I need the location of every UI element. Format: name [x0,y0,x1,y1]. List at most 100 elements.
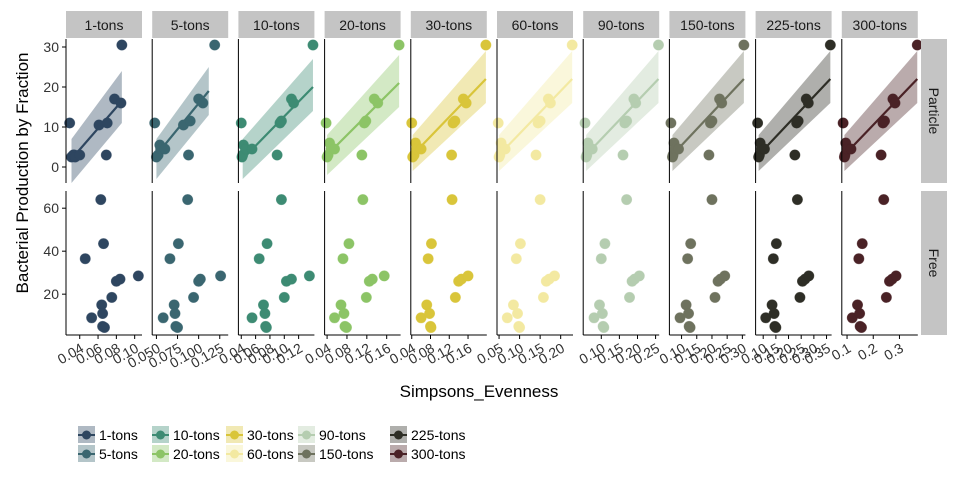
facet-panels: 1-tons01020302040600.040.060.080.105-ton… [43,11,947,371]
data-point [462,270,474,282]
data-point [856,238,868,250]
data-point [275,115,287,127]
data-point [184,115,196,127]
data-point [579,117,591,129]
legend-label: 225-tons [411,427,465,443]
data-point [492,117,504,129]
facet-strip [497,11,573,38]
facet-strip-label: 60-tons [512,17,559,33]
data-point [598,321,610,333]
data-point [599,238,611,250]
legend-label: 5-tons [99,446,138,462]
legend-label: 150-tons [319,446,373,462]
data-point [530,149,542,161]
data-point [791,194,803,206]
data-point [802,97,814,109]
data-point [275,194,287,206]
data-point [360,115,372,127]
data-point [514,321,526,333]
data-point [890,270,902,282]
data-point [706,194,718,206]
data-point [197,97,209,109]
facet-strip [755,11,832,38]
data-point [115,97,127,109]
legend-key-point [302,430,311,440]
legend-label: 60-tons [247,446,294,462]
data-point [855,321,867,333]
data-point [875,149,887,161]
data-point [372,97,384,109]
data-point [880,291,892,303]
data-point [116,39,128,51]
data-point [586,143,598,155]
data-point [514,238,526,250]
data-point [803,270,815,282]
facet-strip [66,11,142,38]
confidence-band [844,51,918,171]
legend-key-point [82,449,91,459]
data-point [149,117,161,129]
trend-line [498,78,573,156]
x-tick-label: 0.2 [855,340,880,364]
data-point [164,253,176,265]
legend-key-point [82,430,91,440]
facet-strip [583,11,660,38]
confidence-band [327,55,400,175]
data-point [98,238,110,250]
y-tick-label: 20 [43,79,59,95]
x-tick-label: 0.3 [881,340,906,364]
data-point [182,194,194,206]
data-point [172,321,184,333]
data-point [422,253,434,265]
facet-strip [238,11,315,38]
legend-label: 90-tons [319,427,366,443]
legend-key-point [302,449,311,459]
data-point [114,273,126,285]
y-tick-label: 30 [43,39,59,55]
data-point [98,321,110,333]
confidence-band [586,51,659,171]
facet-strip-label: 30-tons [425,17,472,33]
data-point [357,194,369,206]
data-point [97,308,109,320]
data-point [595,253,607,265]
data-point [446,194,458,206]
data-point [706,115,718,127]
data-point [393,39,405,51]
data-point [549,270,561,282]
data-point [79,253,91,265]
data-point [337,253,349,265]
data-point [106,291,118,303]
data-point [837,117,849,129]
facet-strip-label: 1-tons [85,17,124,33]
data-point [854,308,866,320]
data-point [878,194,890,206]
data-point [424,308,436,320]
data-point [303,270,315,282]
data-point [480,39,492,51]
data-point [544,97,556,109]
legend-key-point [156,449,165,459]
data-point [329,312,341,324]
data-point [307,39,319,51]
data-point [824,39,836,51]
y-tick-label: 20 [43,286,59,302]
data-point [132,270,144,282]
data-point [685,238,697,250]
data-point [260,321,272,333]
data-point [652,39,664,51]
data-point [425,321,437,333]
trend-line [411,78,487,156]
data-point [95,194,107,206]
data-point [406,117,418,129]
data-point [534,115,546,127]
data-point [320,117,332,129]
data-point [183,149,195,161]
data-point [566,39,578,51]
data-point [172,238,184,250]
data-point [682,253,694,265]
data-point [789,149,801,161]
data-point [752,117,764,129]
data-point [449,115,461,127]
data-point [261,238,273,250]
